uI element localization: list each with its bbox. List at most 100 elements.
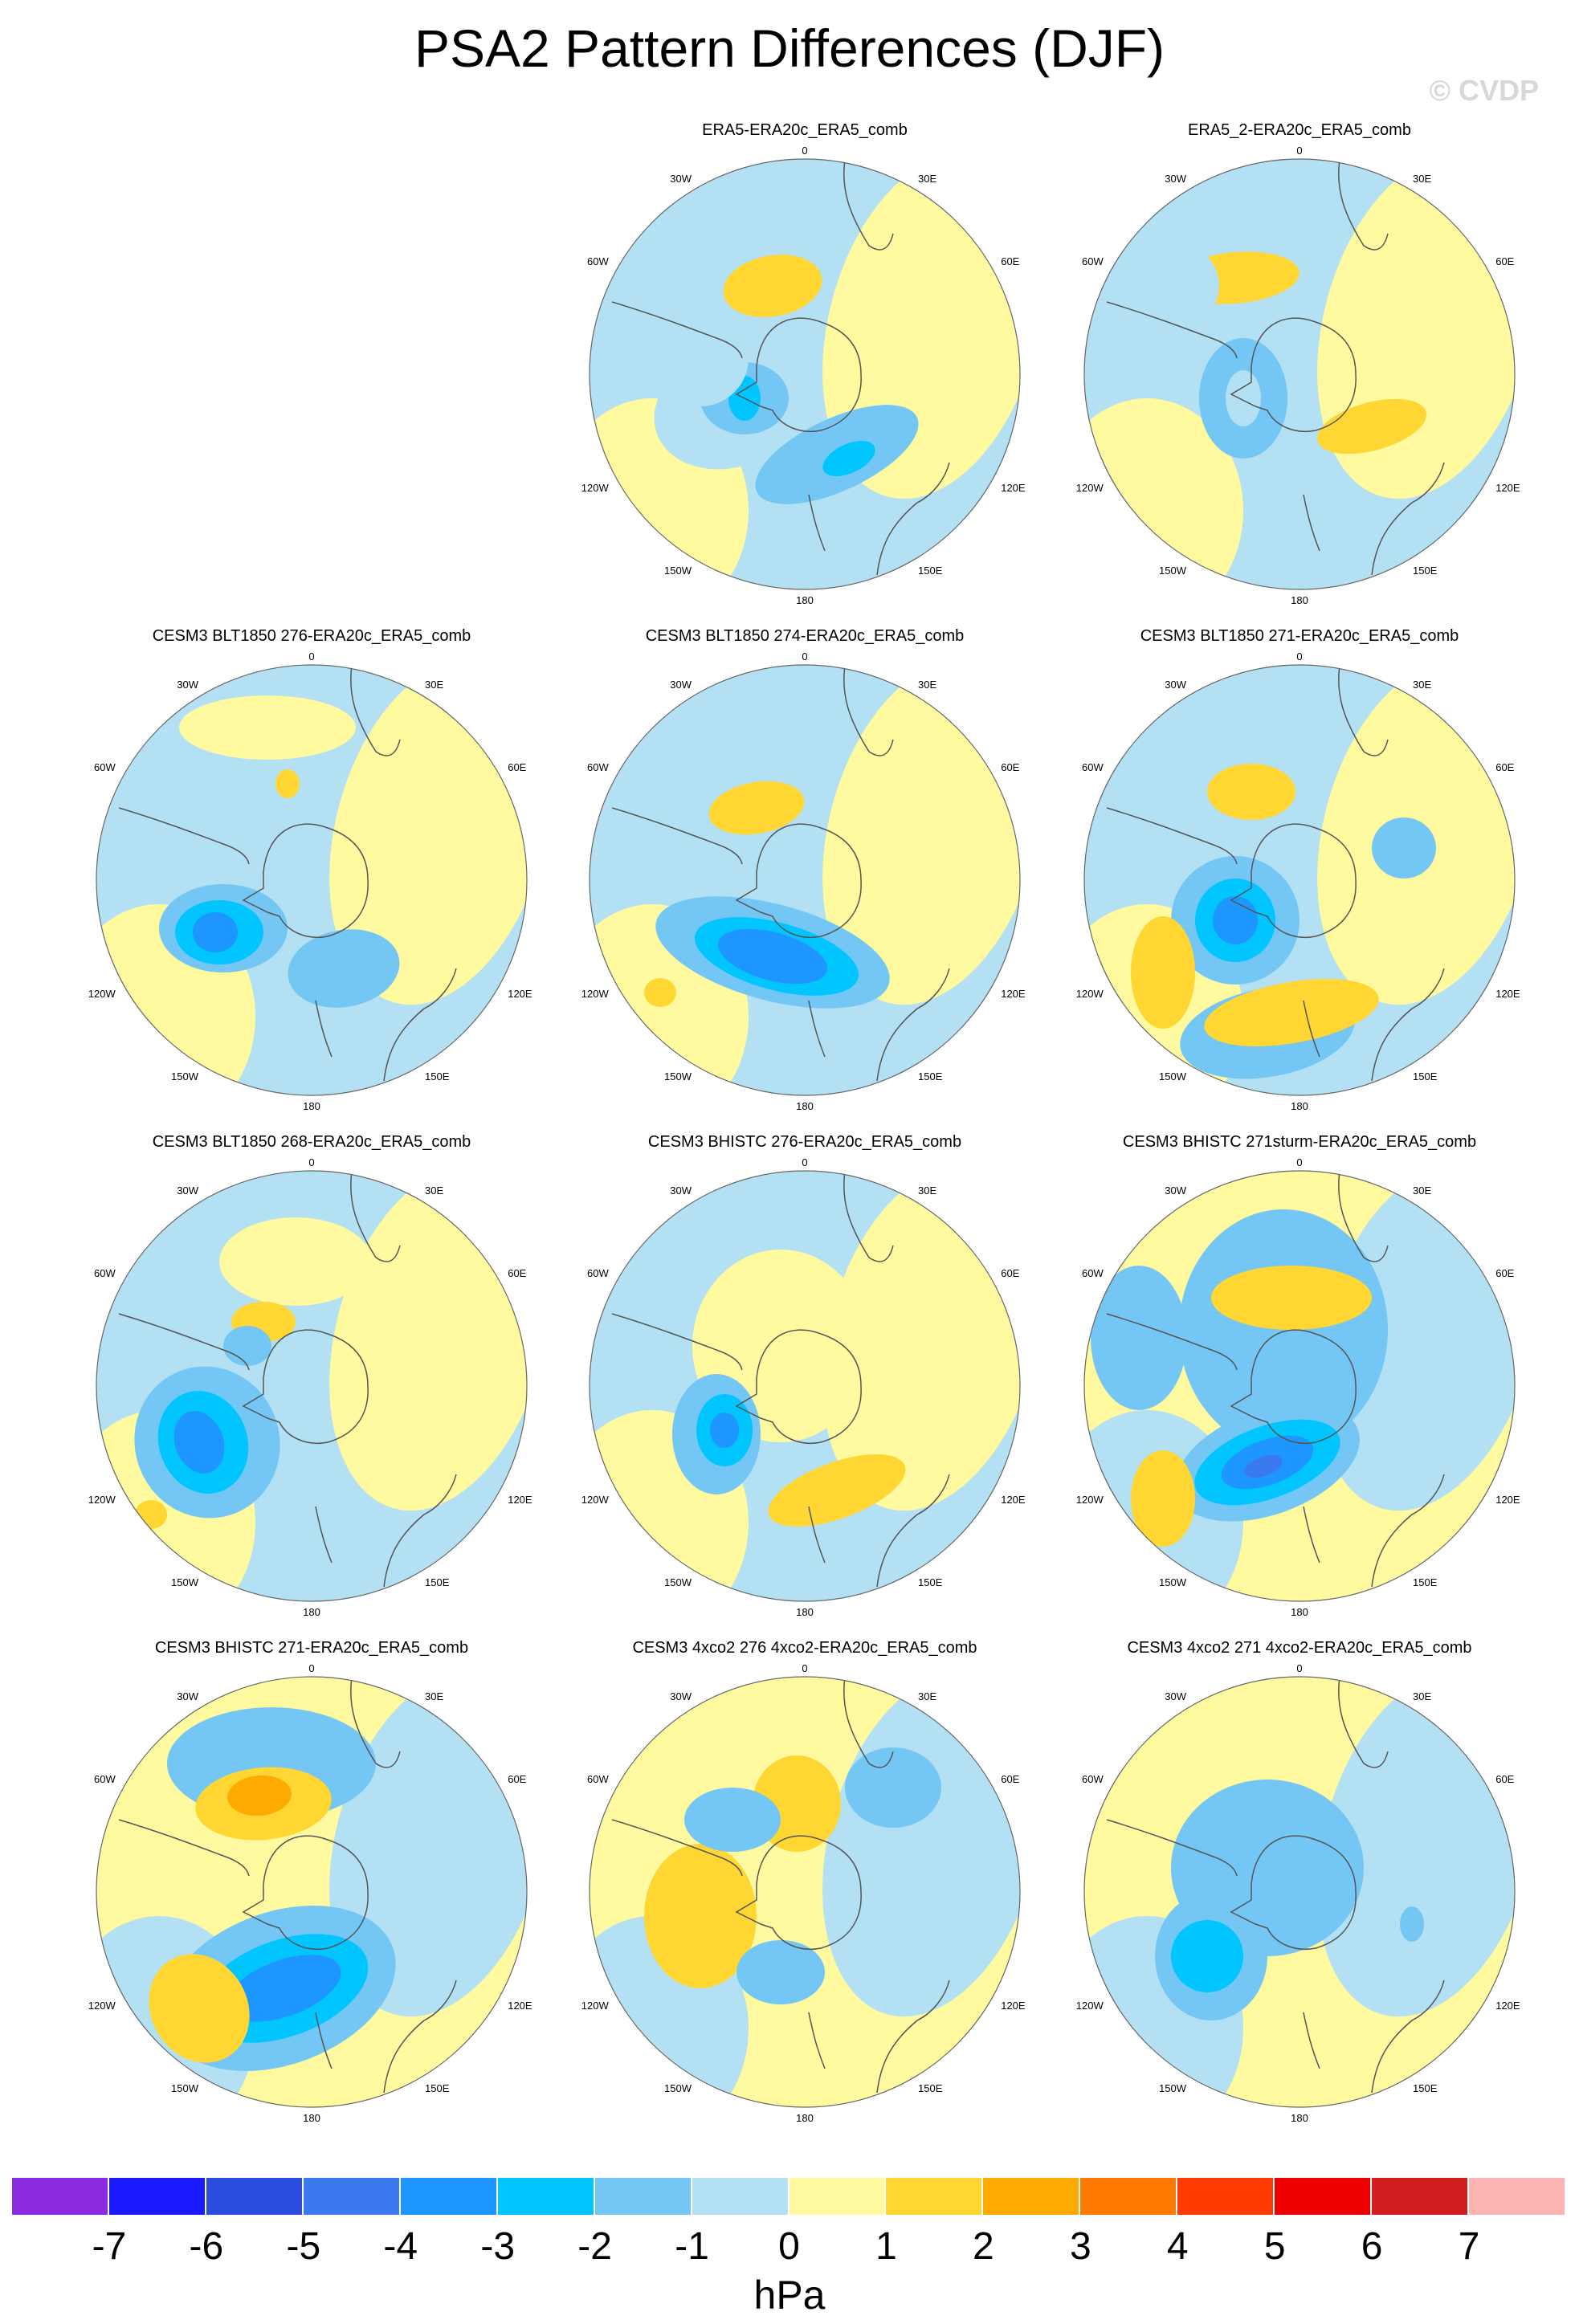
lon-label-120e: 120E xyxy=(1001,2000,1026,2012)
australia-coastline xyxy=(876,1979,950,2094)
lon-label-60e: 60E xyxy=(1001,1773,1019,1785)
map-panel: CESM3 BHISTC 271sturm-ERA20c_ERA5_comb 0 1… xyxy=(1075,1132,1524,1630)
colorbar-tick-label: 3 xyxy=(1069,2225,1091,2268)
lon-label-60w: 60W xyxy=(587,1267,609,1279)
colorbar-swatch xyxy=(886,2178,984,2215)
lon-label-120e: 120E xyxy=(1001,1494,1026,1506)
colorbar-tick-label: 2 xyxy=(973,2225,994,2268)
anomaly-contour xyxy=(736,1940,825,2004)
lon-label-120w: 120W xyxy=(1076,988,1104,1000)
lon-label-120e: 120E xyxy=(508,2000,532,2012)
lon-label-60e: 60E xyxy=(1495,761,1514,773)
panel-title: CESM3 4xco2 276 4xco2-ERA20c_ERA5_comb xyxy=(632,1639,977,1657)
anomaly-contour xyxy=(1226,370,1261,426)
lon-label-0: 0 xyxy=(802,145,807,157)
colorbar-swatch xyxy=(789,2178,887,2215)
lon-label-150w: 150W xyxy=(171,2082,199,2094)
lon-label-150w: 150W xyxy=(171,1576,199,1588)
lon-label-120w: 120W xyxy=(1076,482,1104,494)
panel-title: CESM3 BHISTC 276-ERA20c_ERA5_comb xyxy=(647,1133,962,1151)
lon-label-60e: 60E xyxy=(1495,255,1514,267)
lon-label-60e: 60E xyxy=(1001,1267,1019,1279)
polar-map: 018030W30E60W60E90W90E120W120E150W150E xyxy=(581,1662,1026,2124)
lon-label-30e: 30E xyxy=(1413,1184,1431,1197)
new-zealand-coastline xyxy=(315,1000,333,1058)
map-border xyxy=(96,664,528,1096)
lon-label-30e: 30E xyxy=(425,679,443,691)
anomaly-contour xyxy=(1372,817,1436,879)
anomaly-contour xyxy=(684,1788,781,1852)
australia-coastline xyxy=(876,968,950,1082)
australia-coastline xyxy=(876,1474,950,1588)
colorbar-swatch xyxy=(108,2178,206,2215)
antarctica-coastline xyxy=(735,1835,862,1950)
lon-label-150e: 150E xyxy=(1413,1070,1438,1082)
lon-label-120e: 120E xyxy=(508,1494,532,1506)
lon-label-60e: 60E xyxy=(1495,1267,1514,1279)
colorbar-swatch xyxy=(983,2178,1081,2215)
map-panel: CESM3 BHISTC 271-ERA20c_ERA5_comb 0 180 30W… xyxy=(87,1638,537,2136)
antarctica-coastline xyxy=(1230,823,1357,938)
south-america-coastline xyxy=(611,1313,743,1371)
antarctica-coastline xyxy=(735,1329,862,1444)
new-zealand-coastline xyxy=(1303,1000,1320,1058)
lon-label-0: 0 xyxy=(802,1662,807,1674)
lon-label-0: 0 xyxy=(308,1662,314,1674)
lon-label-60w: 60W xyxy=(1082,255,1104,267)
lon-label-150w: 150W xyxy=(1159,1576,1187,1588)
lon-label-60w: 60W xyxy=(1082,1267,1104,1279)
lon-label-60e: 60E xyxy=(508,1773,526,1785)
south-america-coastline xyxy=(1106,1819,1238,1877)
map-border xyxy=(1083,664,1516,1096)
africa-coastline xyxy=(1338,1677,1389,1768)
colorbar-tick-label: 4 xyxy=(1166,2225,1189,2268)
colorbar-tick-label: -7 xyxy=(92,2225,127,2268)
lon-label-0: 0 xyxy=(308,1156,314,1168)
africa-coastline xyxy=(843,159,894,251)
south-america-coastline xyxy=(611,807,743,865)
south-america-coastline xyxy=(118,1313,250,1371)
colorbar xyxy=(12,2178,1566,2216)
lon-label-0: 0 xyxy=(1296,1156,1302,1168)
lon-label-120w: 120W xyxy=(581,482,610,494)
colorbar-tick-label: -2 xyxy=(577,2225,612,2268)
panel-title: CESM3 BLT1850 268-ERA20c_ERA5_comb xyxy=(152,1133,471,1151)
lon-label-30w: 30W xyxy=(670,1184,692,1197)
colorbar-tick-label: 5 xyxy=(1263,2225,1286,2268)
lon-label-180: 180 xyxy=(796,1100,814,1112)
panel-title: CESM3 BHISTC 271sturm-ERA20c_ERA5_comb xyxy=(1122,1133,1477,1151)
lon-label-30w: 30W xyxy=(1165,679,1186,691)
anomaly-contour xyxy=(275,769,300,798)
south-america-coastline xyxy=(611,301,743,359)
colorbar-swatch xyxy=(1177,2178,1275,2215)
map-border xyxy=(589,664,1021,1096)
colorbar-tick-label: -4 xyxy=(383,2225,418,2268)
anomaly-contour xyxy=(845,1747,941,1828)
south-america-coastline xyxy=(1106,301,1238,359)
lon-label-120e: 120E xyxy=(508,988,532,1000)
antarctica-coastline xyxy=(1230,1329,1357,1444)
lon-label-150w: 150W xyxy=(1159,1070,1187,1082)
africa-coastline xyxy=(843,1677,894,1768)
new-zealand-coastline xyxy=(808,1506,826,1564)
new-zealand-coastline xyxy=(1303,1506,1320,1564)
australia-coastline xyxy=(383,1474,457,1588)
lon-label-120e: 120E xyxy=(1495,988,1520,1000)
map-border xyxy=(1083,1676,1516,2108)
lon-label-30w: 30W xyxy=(670,1690,692,1702)
south-america-coastline xyxy=(611,1819,743,1877)
lon-label-150w: 150W xyxy=(171,1070,199,1082)
map-panel: CESM3 BLT1850 271-ERA20c_ERA5_comb 0 180 30… xyxy=(1075,626,1524,1124)
africa-coastline xyxy=(1338,665,1389,756)
lon-label-180: 180 xyxy=(1291,1100,1308,1112)
panel-title: CESM3 4xco2 271 4xco2-ERA20c_ERA5_comb xyxy=(1127,1639,1472,1657)
australia-coastline xyxy=(383,1979,457,2094)
lon-label-120w: 120W xyxy=(581,2000,610,2012)
lon-label-30e: 30E xyxy=(1413,1690,1431,1702)
polar-map: 018030W30E60W60E90W90E120W120E150W150E xyxy=(1076,1156,1520,1618)
lon-label-120e: 120E xyxy=(1001,988,1026,1000)
lon-label-150w: 150W xyxy=(664,1070,692,1082)
map-panel: CESM3 BLT1850 268-ERA20c_ERA5_comb 0 180 30… xyxy=(87,1132,537,1630)
lon-label-30w: 30W xyxy=(177,1690,198,1702)
map-border xyxy=(96,1170,528,1602)
